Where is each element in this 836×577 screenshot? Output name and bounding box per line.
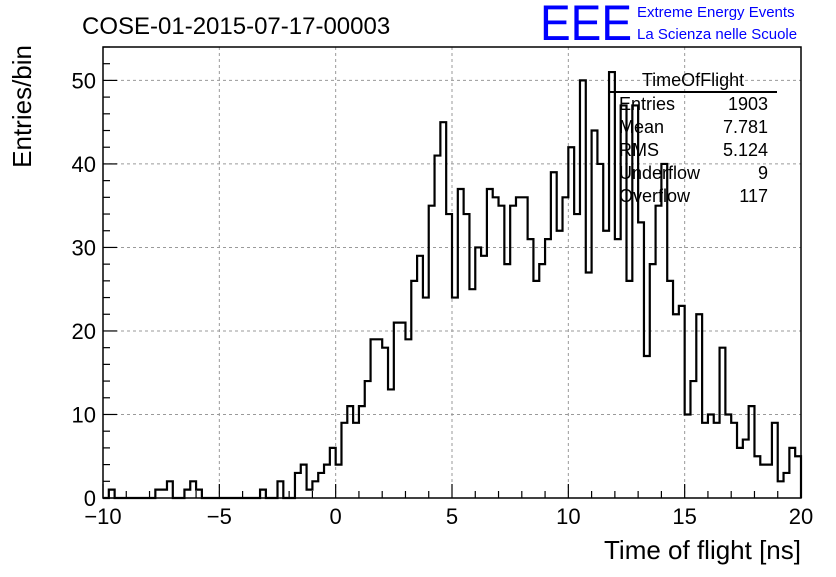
stats-underflow-label: Underflow [619, 163, 701, 183]
stats-box: TimeOfFlight Entries 1903 Mean 7.781 RMS… [610, 70, 777, 206]
stats-entries-label: Entries [619, 94, 675, 114]
logo-line-2: La Scienza nelle Scuole [637, 26, 797, 43]
y-tick-label: 10 [72, 402, 96, 427]
stats-overflow-value: 117 [739, 186, 768, 206]
y-tick-label: 50 [72, 68, 96, 93]
y-tick-label: 20 [72, 319, 96, 344]
x-tick-label: 15 [672, 504, 696, 529]
x-tick-label: 20 [789, 504, 813, 529]
y-tick-label: 40 [72, 152, 96, 177]
stats-mean-label: Mean [619, 117, 664, 137]
eee-logo: EEE [540, 0, 632, 51]
histogram-series-line [103, 70, 803, 500]
y-tick-label: 0 [84, 486, 96, 511]
x-tick-label: −10 [84, 504, 121, 529]
stats-overflow-label: Overflow [619, 186, 691, 206]
stats-rms-value: 5.124 [723, 140, 768, 160]
run-title: COSE-01-2015-07-17-00003 [82, 13, 390, 40]
x-tick-label: 5 [446, 504, 458, 529]
x-axis-label: Time of flight [ns] [604, 535, 801, 565]
x-tick-label: −5 [207, 504, 232, 529]
y-tick-label: 30 [72, 235, 96, 260]
x-tick-label: 10 [556, 504, 580, 529]
stats-title: TimeOfFlight [642, 70, 744, 90]
x-tick-label: 0 [330, 504, 342, 529]
stats-entries-value: 1903 [728, 94, 768, 114]
axis-layer: −10 −5 0 5 10 15 20 0 10 20 30 40 50 [72, 46, 813, 529]
logo-line-1: Extreme Energy Events [637, 4, 795, 21]
stats-underflow-value: 9 [758, 163, 768, 183]
y-axis-label: Entries/bin [7, 45, 37, 168]
grid-layer [103, 47, 801, 498]
stats-mean-value: 7.781 [723, 117, 768, 137]
stats-rms-label: RMS [619, 140, 659, 160]
